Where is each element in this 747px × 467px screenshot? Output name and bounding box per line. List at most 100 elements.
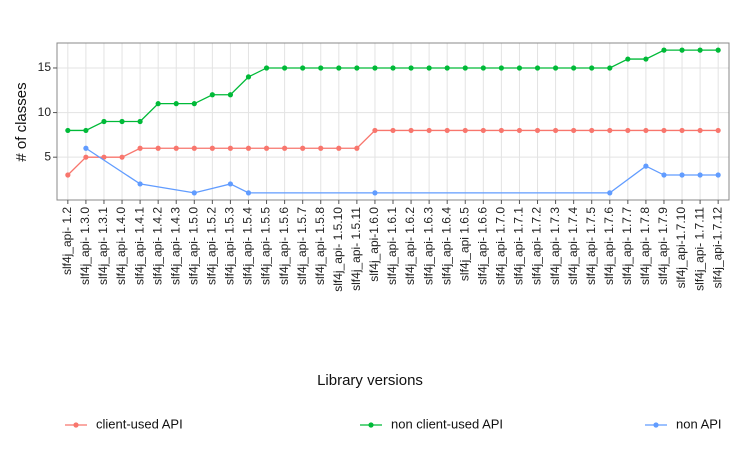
data-point: [571, 127, 577, 134]
data-point: [480, 65, 486, 71]
x-tick-label: slf4j_api- 1.7.1: [512, 207, 526, 285]
x-tick-label: slf4j_api- 1.6.4: [439, 207, 453, 285]
x-tick-label: slf4j_api- 1.5.11: [349, 207, 363, 291]
data-point: [715, 127, 721, 134]
data-point: [697, 172, 703, 178]
x-tick-label: slf4j_api- 1.7.7: [620, 207, 634, 285]
data-point: [444, 127, 450, 134]
data-point: [83, 127, 89, 134]
data-point: [191, 190, 197, 196]
data-point: [137, 118, 143, 125]
legend-item: non client-used API: [360, 416, 503, 431]
data-point: [65, 172, 71, 178]
x-tick-label: slf4j_api- 1.6.2: [403, 207, 417, 285]
data-point: [65, 127, 71, 134]
data-point: [571, 65, 577, 71]
legend-swatch-point: [653, 422, 659, 428]
data-point: [715, 172, 721, 178]
x-tick-label: slf4j_api- 1.6.3: [421, 207, 435, 285]
data-point: [679, 47, 685, 53]
data-point: [300, 65, 306, 71]
x-tick-label: slf4j_api- 1.6.1: [385, 207, 399, 285]
data-point: [227, 181, 234, 187]
data-point: [336, 145, 342, 151]
data-point: [661, 127, 667, 134]
legend-label: non client-used API: [391, 416, 503, 431]
data-point: [101, 154, 107, 160]
data-point: [173, 101, 179, 107]
data-point: [155, 101, 161, 107]
data-point: [173, 145, 179, 151]
data-point: [191, 145, 197, 151]
x-tick-label: slf4j_api- 1.7.11: [692, 207, 706, 291]
x-tick-label: slf4j_api- 1.5.4: [241, 207, 255, 285]
data-point: [498, 127, 504, 134]
data-point: [516, 127, 523, 134]
x-tick-label: slf4j_api-1.6.0: [367, 207, 381, 282]
data-point: [137, 181, 143, 187]
y-tick-label: 10: [38, 105, 52, 119]
data-point: [209, 92, 215, 98]
data-point: [697, 47, 703, 53]
data-point: [607, 190, 613, 196]
data-point: [552, 65, 559, 71]
data-point: [661, 172, 667, 178]
x-tick-label: slf4j_api- 1.7.8: [638, 207, 652, 285]
x-tick-label: slf4j_api 1.6.5: [457, 207, 471, 281]
data-point: [318, 65, 324, 71]
data-point: [83, 145, 89, 151]
data-point: [462, 65, 468, 71]
data-point: [209, 145, 215, 151]
data-point: [282, 65, 288, 71]
legend-item: client-used API: [65, 416, 183, 431]
data-point: [589, 65, 595, 71]
data-point: [191, 101, 197, 107]
legend-label: client-used API: [96, 416, 183, 431]
y-tick-label: 5: [44, 149, 51, 163]
data-point: [679, 127, 685, 134]
x-tick-label: slf4j_api- 1.5.6: [277, 207, 291, 285]
legend-swatch-point: [73, 422, 79, 428]
data-point: [534, 127, 541, 134]
data-point: [661, 47, 667, 53]
x-tick-label: slf4j_api- 1.7.5: [584, 207, 598, 285]
data-point: [119, 118, 125, 125]
data-point: [426, 65, 432, 71]
data-point: [227, 145, 234, 151]
data-point: [263, 145, 270, 151]
data-point: [245, 145, 252, 151]
y-axis-title: # of classes: [13, 82, 30, 161]
x-tick-label: slf4j_api- 1.5.8: [313, 207, 327, 285]
data-point: [155, 145, 161, 151]
data-point: [137, 145, 143, 151]
data-point: [390, 127, 396, 134]
data-point: [643, 56, 649, 62]
x-tick-label: slf4j_api- 1.4.0: [114, 207, 128, 285]
x-tick-label: slf4j_api-1.7.12: [710, 207, 724, 289]
data-point: [498, 65, 504, 71]
data-point: [245, 74, 252, 80]
x-tick-label: slf4j_api-1.7.10: [674, 207, 688, 289]
x-tick-label: slf4j_api- 1.5.7: [295, 207, 309, 285]
data-point: [625, 56, 631, 62]
x-tick-label: slf4j_api- 1.3.1: [96, 207, 110, 285]
data-point: [408, 65, 414, 71]
x-tick-label: slf4j_api- 1.7.4: [566, 207, 580, 285]
x-tick-label: slf4j_api- 1.4.2: [150, 207, 164, 285]
data-point: [607, 65, 613, 71]
data-point: [625, 127, 631, 134]
x-tick-label: slf4j_api- 1.4.1: [132, 207, 146, 285]
data-point: [227, 92, 234, 98]
data-point: [697, 127, 703, 134]
x-tick-label: slf4j_api- 1.5.0: [186, 207, 200, 285]
data-point: [444, 65, 450, 71]
data-point: [354, 65, 360, 71]
data-point: [408, 127, 414, 134]
data-point: [372, 65, 378, 71]
x-tick-label: slf4j_api- 1.2: [60, 207, 74, 275]
data-point: [715, 47, 721, 53]
x-tick-label: slf4j_api- 1.5.5: [259, 207, 273, 285]
data-point: [679, 172, 685, 178]
data-point: [119, 154, 125, 160]
x-tick-label: slf4j_api- 1.7.3: [548, 207, 562, 285]
